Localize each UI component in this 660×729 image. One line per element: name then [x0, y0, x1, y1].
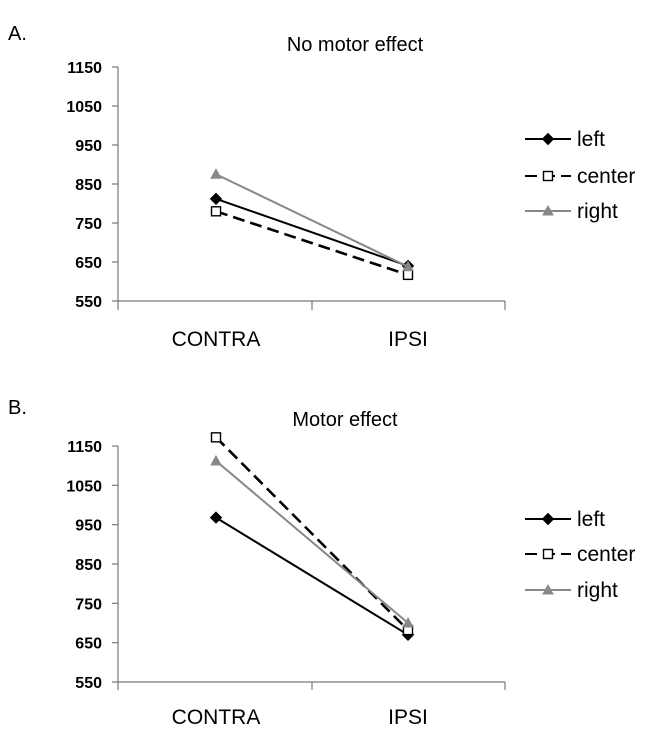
- series-left-line: [215, 197, 409, 267]
- series-center-line: [215, 436, 409, 631]
- panel-label: B.: [8, 397, 27, 419]
- y-tick-label: 850: [75, 557, 102, 574]
- series-left-point-contra-diamond-marker: [209, 192, 223, 206]
- legend-left-swatch-diamond-marker: [541, 132, 555, 146]
- y-tick-label: 550: [75, 294, 102, 311]
- y-tick-label: 1050: [66, 99, 102, 116]
- chart-title: Motor effect: [292, 409, 398, 431]
- series-right-line: [215, 173, 409, 268]
- y-tick-label: 750: [75, 216, 102, 233]
- y-tick-label: 850: [75, 177, 102, 194]
- series-right-point-ipsi-triangle-marker: [402, 616, 414, 628]
- panel-label: A.: [8, 23, 27, 45]
- series-left-line: [215, 516, 409, 636]
- legend-center-swatch-square-marker: [542, 170, 554, 182]
- x-tick-label-ipsi: IPSI: [388, 706, 428, 729]
- series-center-point-contra-square-marker: [210, 206, 222, 217]
- y-tick-label: 650: [75, 255, 102, 272]
- x-tick-label-contra: CONTRA: [172, 328, 261, 351]
- panel-a-no-motor-effect: A. No motor effect 550 650 750 850 950 1050 1150…: [8, 23, 635, 351]
- legend-center-label: center: [577, 543, 635, 566]
- legend-left-swatch-diamond-marker: [541, 512, 555, 526]
- y-tick-label: 950: [75, 138, 102, 155]
- legend-right-swatch-triangle-marker: [542, 204, 554, 216]
- series-right-point-contra-triangle-marker: [210, 168, 222, 179]
- legend-center-label: center: [577, 165, 635, 188]
- y-tick-label: 1050: [66, 478, 102, 495]
- panel-b-motor-effect: B. Motor effect 550 650 750 850 950 1050 1150 CON…: [8, 397, 635, 729]
- y-tick-label: 1150: [67, 439, 102, 456]
- series-center-line: [215, 210, 409, 277]
- series-left-point-contra-diamond-marker: [209, 511, 223, 524]
- chart-title: No motor effect: [287, 34, 424, 56]
- legend-right-label: right: [577, 579, 618, 602]
- legend-center-swatch-square-marker: [542, 548, 554, 560]
- series-right-point-contra-triangle-marker: [210, 454, 222, 466]
- series-center-point-ipsi-square-marker: [402, 269, 414, 281]
- y-tick-label: 1150: [67, 60, 102, 77]
- y-tick-label: 650: [75, 636, 102, 653]
- series-center-point-contra-square-marker: [210, 432, 222, 443]
- y-tick-label: 550: [75, 675, 102, 692]
- legend-right-swatch-triangle-marker: [542, 583, 554, 595]
- legend-right-label: right: [577, 200, 618, 223]
- legend-left-label: left: [577, 128, 605, 151]
- legend-left-label: left: [577, 508, 605, 531]
- y-tick-label: 750: [75, 596, 102, 613]
- series-right-line: [215, 460, 409, 624]
- series-right-point-ipsi-triangle-marker: [402, 260, 414, 272]
- x-tick-label-contra: CONTRA: [172, 706, 261, 729]
- x-tick-label-ipsi: IPSI: [388, 328, 428, 351]
- y-tick-label: 950: [75, 518, 102, 535]
